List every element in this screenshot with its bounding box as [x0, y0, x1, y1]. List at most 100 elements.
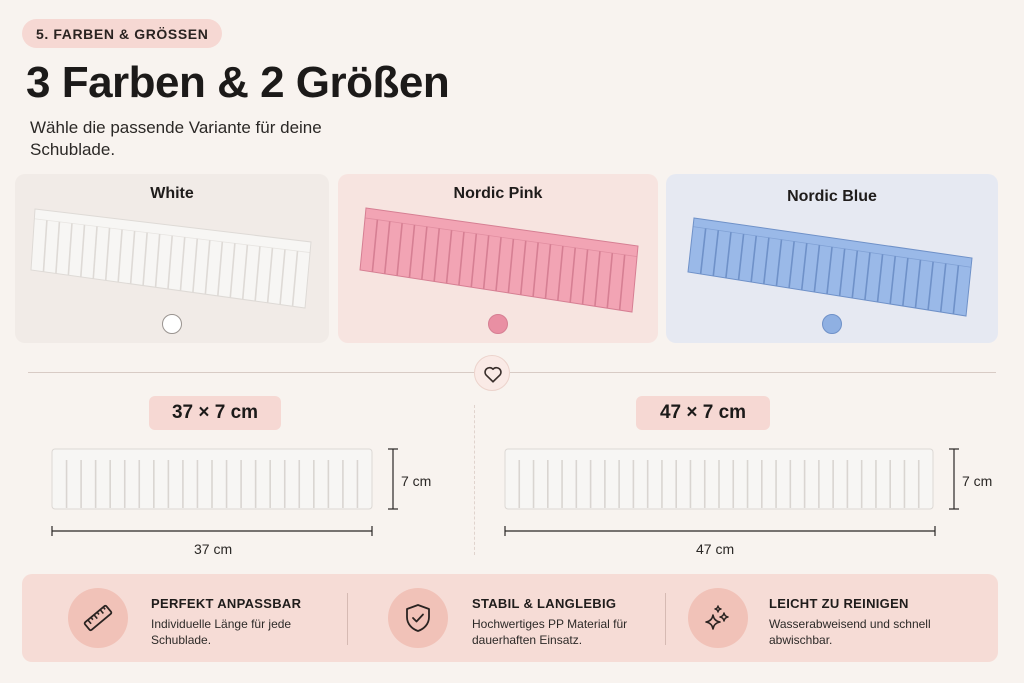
strip-slot [129, 230, 136, 284]
strip-slot [569, 247, 577, 303]
strip-slot [117, 229, 123, 283]
length-dimension-37 [51, 526, 373, 536]
feature-desc: Hochwertiges PP Material für dauerhaften… [472, 617, 628, 647]
feature-title: LEICHT ZU REINIGEN [769, 596, 909, 611]
height-label-47: 7 cm [962, 473, 993, 489]
strip-slot [179, 237, 186, 291]
feature-title: PERFEKT ANPASSBAR [151, 596, 302, 611]
color-name: Nordic Pink [453, 185, 543, 202]
strip-slot [775, 239, 783, 287]
strip-slot [217, 241, 224, 296]
swatch-white[interactable] [162, 314, 182, 334]
strip-slot [864, 252, 871, 301]
strip-slot [788, 241, 795, 289]
strip-slot [458, 231, 465, 286]
strip-slot [266, 247, 274, 303]
strip-slot [952, 265, 960, 315]
color-card-nordic-blue[interactable]: Nordic Blue [666, 174, 998, 343]
strip-slot [927, 261, 934, 311]
strip-slot [433, 228, 441, 282]
feature-icon-bg [688, 588, 748, 648]
strip-slot [826, 246, 833, 295]
heart-icon [484, 366, 502, 383]
page-title: 3 Farben & 2 Größen [26, 58, 450, 107]
shield-check-icon [406, 604, 430, 632]
height-dimension-47 [949, 448, 959, 510]
strip-slot [618, 254, 626, 311]
strip-spine [34, 218, 311, 253]
divider-strip-pink [359, 207, 639, 313]
size-label-37[interactable]: 37 × 7 cm [149, 396, 281, 430]
strip-slot [408, 224, 416, 278]
strip-slot [55, 221, 61, 274]
ruler-icon [83, 604, 113, 632]
strip-slot [445, 230, 453, 284]
feature-icon-bg [68, 588, 128, 648]
strip-slot [154, 234, 161, 288]
color-card-white[interactable]: White [15, 174, 329, 343]
strip-slot [229, 243, 236, 298]
strip-slot [396, 223, 403, 276]
feature-separator [347, 593, 348, 645]
strip-slot [470, 233, 478, 288]
page-subtitle: Wähle die passende Variante für deine Sc… [30, 118, 322, 159]
feature-icon-bg [388, 588, 448, 648]
length-label-47: 47 cm [696, 541, 735, 557]
size-strip-37 [51, 448, 373, 510]
feature-band: PERFEKT ANPASSBAR Individuelle Länge für… [22, 574, 998, 662]
strip-slot [421, 226, 428, 280]
sparkle-icon [705, 605, 729, 630]
section-badge: 5. FARBEN & GRÖSSEN [22, 19, 223, 48]
swatch-nordic-pink[interactable] [488, 314, 508, 334]
length-dimension-47 [504, 526, 936, 536]
strip-slot [67, 223, 73, 276]
strip-slot [712, 230, 720, 277]
size-column-divider [474, 405, 475, 555]
strip-slot [192, 238, 199, 293]
strip-spine [692, 226, 972, 268]
strip-slot [889, 256, 897, 305]
heart-badge [474, 355, 510, 391]
strip-slot [241, 244, 249, 300]
strip-slot [725, 232, 732, 279]
strip-slot [371, 219, 379, 272]
size-strip-47 [504, 448, 934, 510]
strip-slot [606, 252, 614, 309]
strip-slot [92, 226, 98, 279]
height-dimension-37 [388, 448, 398, 510]
strip-slot [42, 220, 48, 272]
strip-slot [254, 246, 261, 302]
strip-slot [851, 250, 859, 299]
strip-slot [104, 227, 111, 281]
strip-slot [763, 237, 770, 285]
strip-slot [495, 237, 502, 292]
strip-slot [291, 250, 299, 307]
height-label-37: 7 cm [401, 473, 432, 489]
strip-slot [519, 240, 527, 295]
strip-slot [914, 259, 922, 309]
strip-slot [581, 249, 589, 305]
divider-strip-white [30, 208, 312, 309]
strip-slot [204, 240, 211, 295]
length-label-37: 37 cm [194, 541, 233, 557]
strip-slot [544, 244, 552, 299]
section-divider-right [510, 372, 996, 373]
divider-strip-blue [687, 217, 973, 317]
feature-desc: Individuelle Länge für jede Schublade. [151, 617, 292, 647]
strip-slot [482, 235, 490, 290]
size-label-47[interactable]: 47 × 7 cm [636, 396, 770, 430]
strip-spine [364, 217, 638, 257]
strip-slot [557, 245, 564, 301]
strip-slot [939, 263, 947, 313]
feature-desc: Wasserabweisend und schnell abwischbar. [769, 617, 931, 647]
strip-slot [800, 243, 808, 291]
strip-slot [876, 254, 884, 303]
section-divider-left [28, 372, 474, 373]
swatch-nordic-blue[interactable] [822, 314, 842, 334]
strip-slot [532, 242, 539, 297]
strip-slot [507, 238, 515, 293]
strip-slot [383, 221, 391, 274]
color-card-nordic-pink[interactable]: Nordic Pink [338, 174, 658, 343]
feature-title: STABIL & LANGLEBIG [472, 596, 617, 611]
feature-separator [665, 593, 666, 645]
